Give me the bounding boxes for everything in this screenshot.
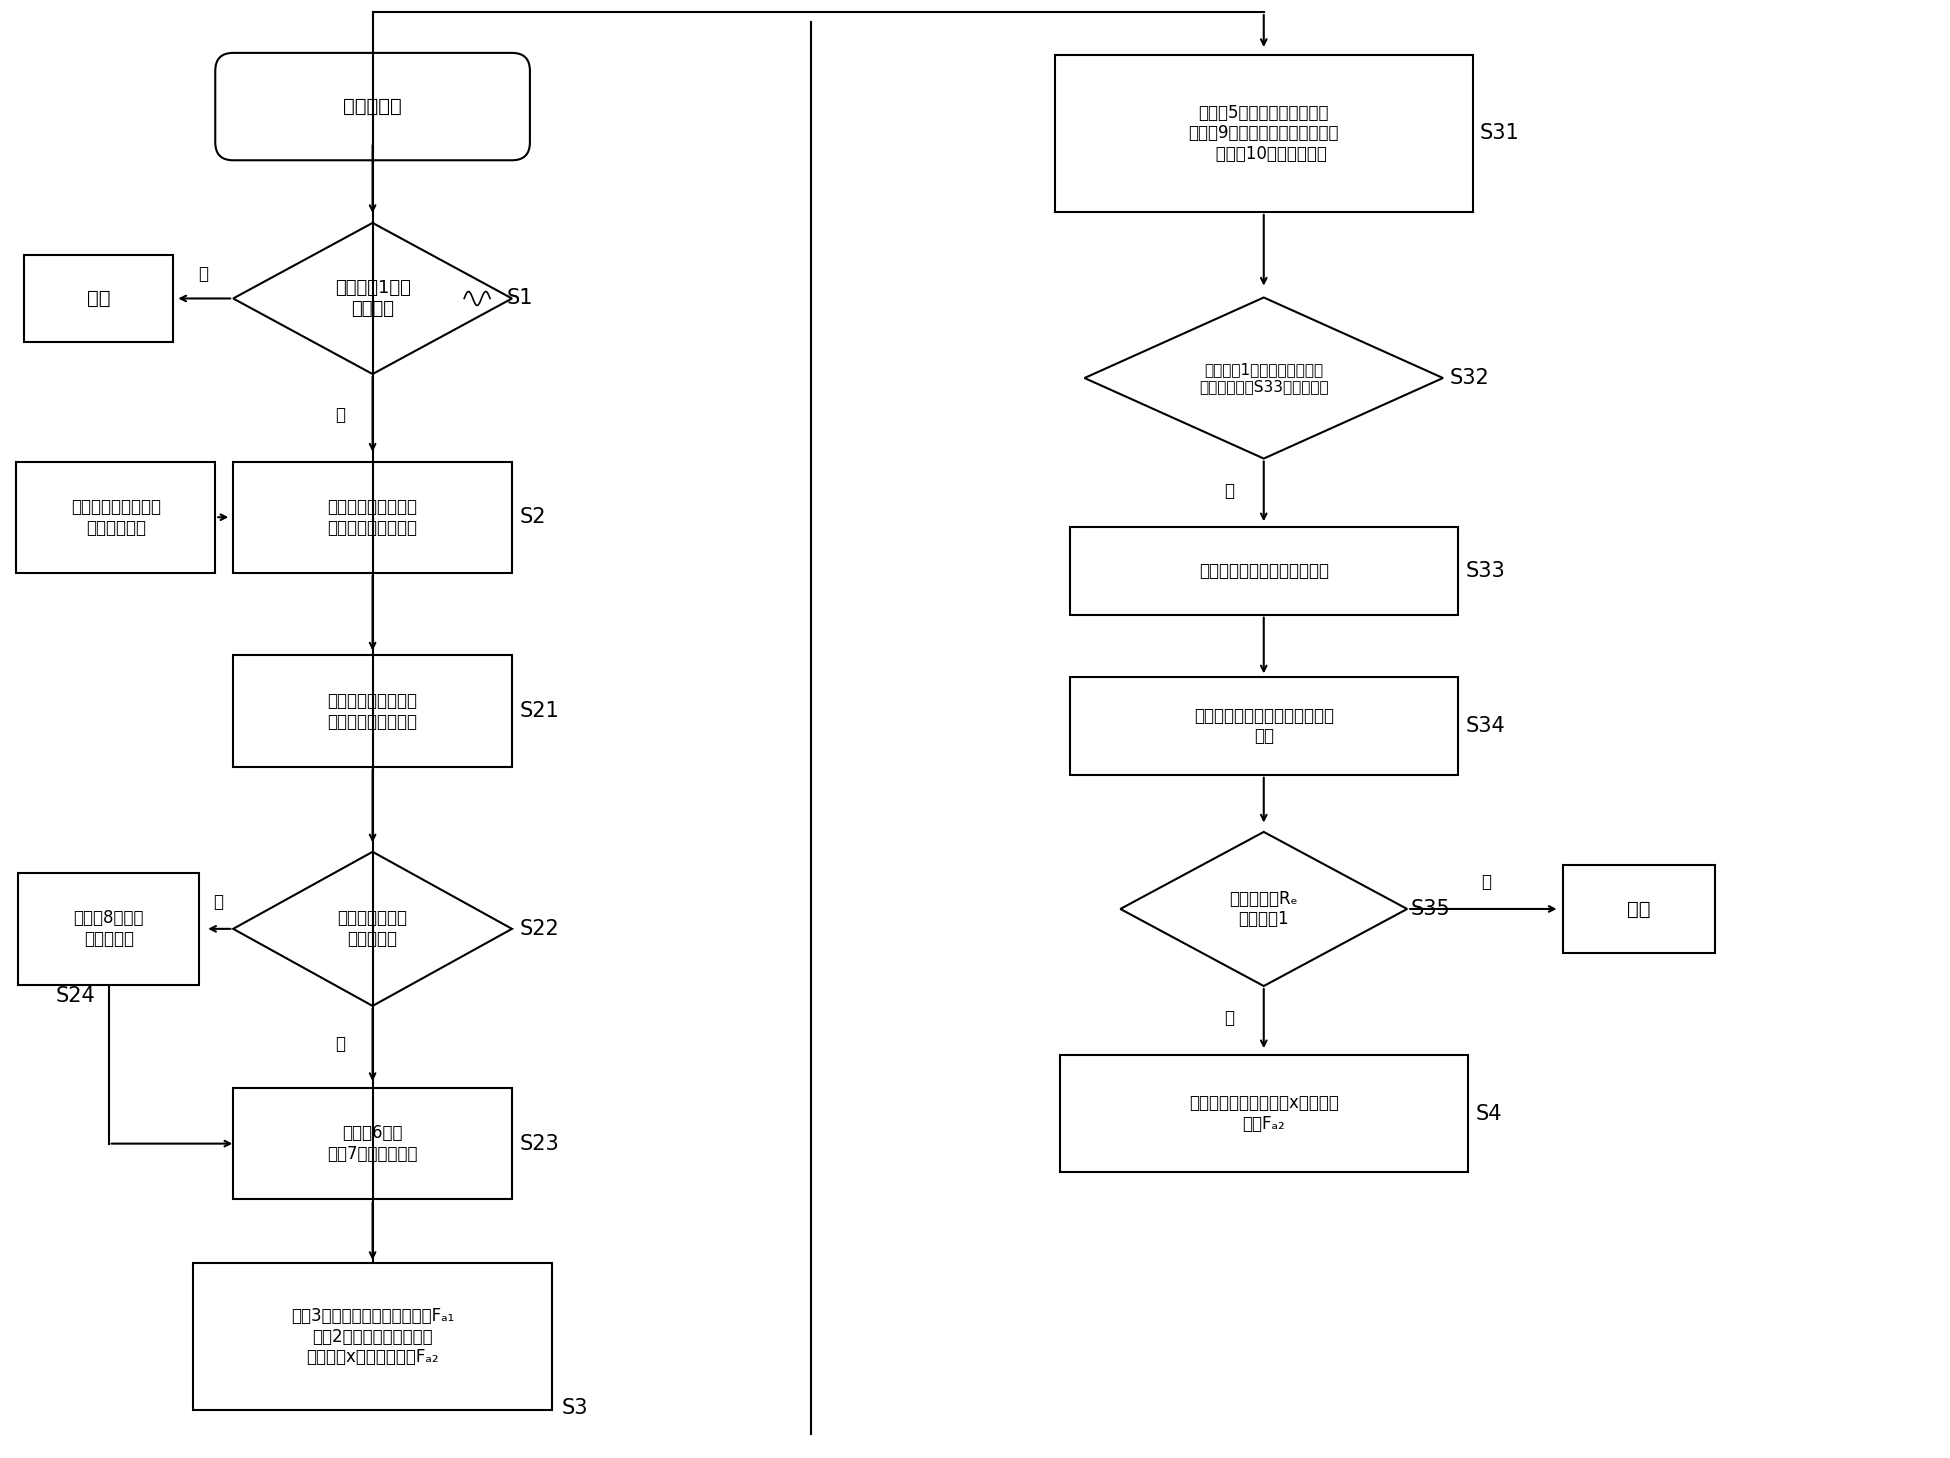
Text: S33: S33 [1466,561,1505,580]
Polygon shape [234,223,513,375]
Text: 是: 是 [1225,483,1234,500]
Polygon shape [1121,833,1408,986]
Text: S31: S31 [1480,124,1519,143]
Text: S23: S23 [521,1134,560,1153]
FancyBboxPatch shape [214,52,530,160]
Polygon shape [1084,297,1443,459]
Text: S3: S3 [562,1398,589,1419]
Text: 由（3）式确定入口处的体积力Fₐ₁
由（2）式得出每个粒子在
任意位置x点处的体积力Fₐ₂: 由（3）式确定入口处的体积力Fₐ₁ 由（2）式得出每个粒子在 任意位置x点处的体… [291,1306,454,1366]
Text: 由式（5）计算出动态压力；
由式（9）计算出动态压力梯度；
   由式（10）计算出粘度: 由式（5）计算出动态压力； 由式（9）计算出动态压力梯度； 由式（10）计算出粘… [1188,104,1340,163]
FancyBboxPatch shape [1564,865,1714,952]
Text: 否: 否 [199,264,209,283]
Text: 流场粒子的生成或继
承，虚拟粒子的生成: 流场粒子的生成或继 承，虚拟粒子的生成 [328,497,417,537]
Text: 报错: 报错 [88,289,111,308]
FancyBboxPatch shape [234,656,513,767]
Text: S32: S32 [1451,367,1490,388]
Text: S2: S2 [521,507,546,528]
Text: 判断雷诺数Rₑ
是否小于1: 判断雷诺数Rₑ 是否小于1 [1228,889,1299,929]
Text: 计算流体动量和能量的增加值: 计算流体动量和能量的增加值 [1199,561,1328,580]
FancyBboxPatch shape [234,1088,513,1200]
Text: 否: 否 [1480,873,1492,891]
Text: S24: S24 [57,987,96,1006]
Text: 报错: 报错 [1628,900,1652,919]
Text: S35: S35 [1410,900,1451,919]
Text: S21: S21 [521,701,560,722]
Text: 是否用求和方法
计算密度值: 是否用求和方法 计算密度值 [337,910,408,948]
Text: 由式（8）得出
密度变化率: 由式（8）得出 密度变化率 [74,910,144,948]
Text: 是: 是 [1225,1009,1234,1028]
Text: 是: 是 [335,405,345,424]
Text: 判断式（1）是
否成立？: 判断式（1）是 否成立？ [335,278,411,318]
Text: S34: S34 [1466,716,1505,736]
Text: S1: S1 [507,289,534,309]
Polygon shape [234,851,513,1006]
Text: 更新位置、速度、能量、密度的
数值: 更新位置、速度、能量、密度的 数值 [1193,707,1334,745]
FancyBboxPatch shape [1055,55,1472,211]
Text: 由式（6）或
式（7）得出密度值: 由式（6）或 式（7）得出密度值 [328,1124,417,1163]
FancyBboxPatch shape [234,462,513,573]
FancyBboxPatch shape [193,1263,552,1410]
Text: 否: 否 [213,892,222,911]
FancyBboxPatch shape [1071,678,1459,774]
Text: S4: S4 [1476,1104,1502,1124]
FancyBboxPatch shape [1071,528,1459,615]
FancyBboxPatch shape [16,462,214,573]
FancyBboxPatch shape [23,255,174,343]
FancyBboxPatch shape [1059,1056,1468,1172]
Text: 输出模块输出任意位置x点处的体
积力Fₐ₂: 输出模块输出任意位置x点处的体 积力Fₐ₂ [1190,1095,1340,1133]
Text: 计算模块搜索相邻的
粒子并计算光滑函数: 计算模块搜索相邻的 粒子并计算光滑函数 [328,691,417,730]
Text: S22: S22 [521,919,560,939]
FancyBboxPatch shape [18,873,199,984]
Text: 采用多边界切线技术
处理固壁边界: 采用多边界切线技术 处理固壁边界 [70,497,160,537]
Text: 初始化模块: 初始化模块 [343,98,402,117]
Text: 判断式（1）是否有效，如有
效则执行步骤S33，否则报错: 判断式（1）是否有效，如有 效则执行步骤S33，否则报错 [1199,362,1328,394]
Text: 是: 是 [335,1035,345,1053]
